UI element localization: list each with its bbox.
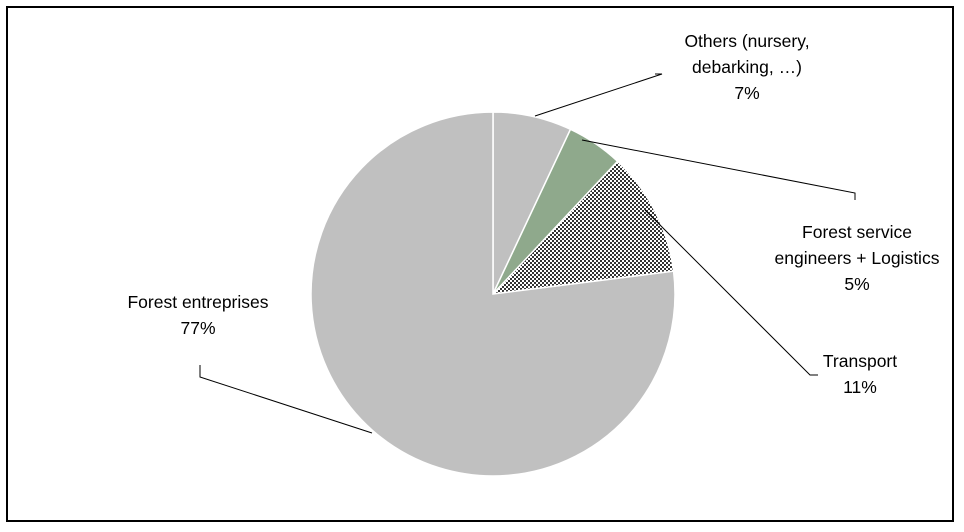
slice-label-2: Transport — [823, 351, 897, 371]
slice-label-0: debarking, …) — [692, 57, 802, 77]
slice-percent-label-2: 11% — [843, 377, 877, 397]
slice-percent-label-3: 77% — [180, 318, 215, 338]
pie-slice-3 — [310, 111, 676, 477]
slice-label-3: Forest entreprises — [127, 292, 268, 312]
slice-label-1: Forest service — [802, 222, 912, 242]
leader-line-2 — [644, 209, 818, 376]
slice-percent-label-0: 7% — [734, 83, 759, 103]
pie-slice-2 — [491, 160, 675, 296]
leader-line-0 — [534, 73, 663, 117]
slice-label-1: engineers + Logistics — [775, 248, 940, 268]
leader-line-3 — [199, 365, 373, 434]
slice-label-0: Others (nursery, — [684, 31, 809, 51]
slice-percent-label-1: 5% — [844, 274, 869, 294]
leader-line-1 — [581, 139, 856, 200]
